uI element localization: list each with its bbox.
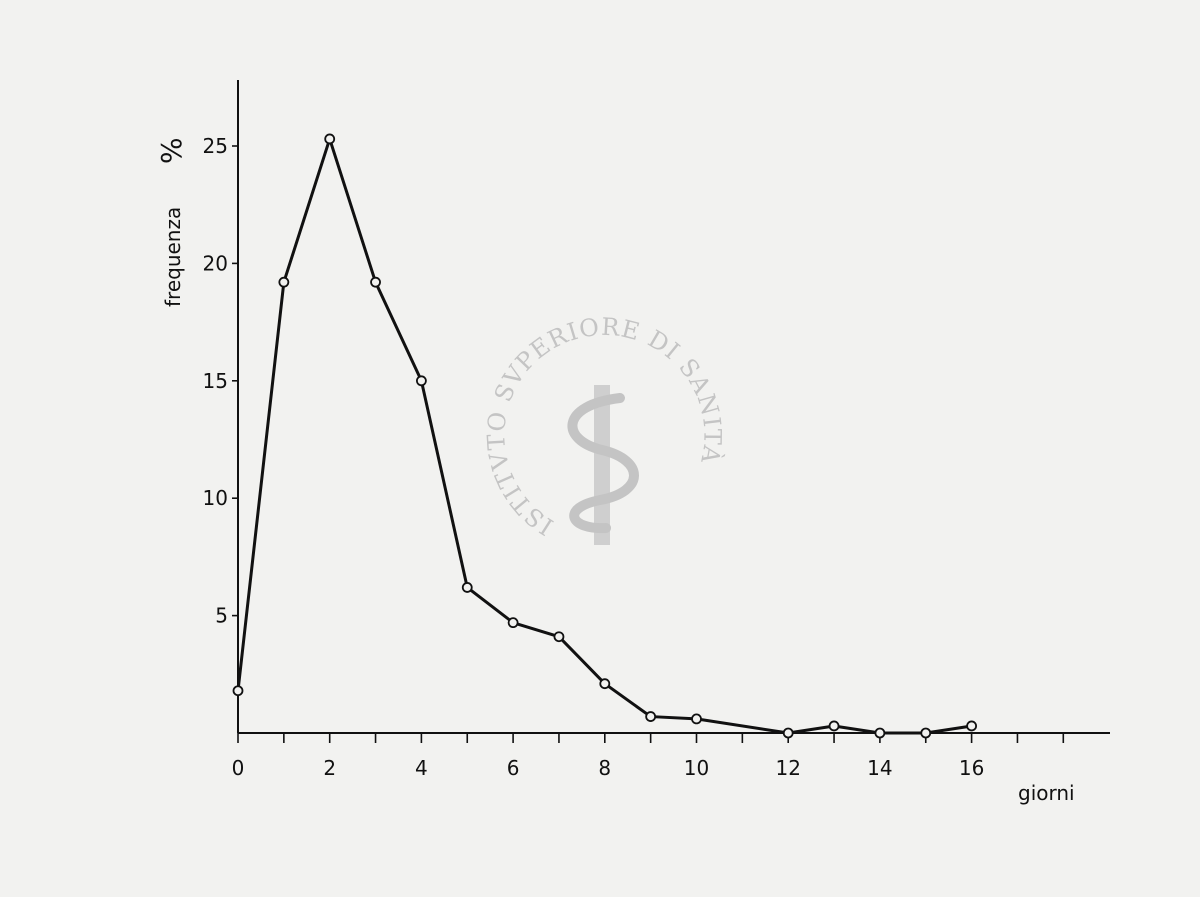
data-point [370,276,381,288]
y-axis-title: frequenza [161,207,185,307]
x-tick-label: 12 [775,756,800,780]
data-point [278,276,290,288]
data-point [507,617,519,629]
x-tick-label: 6 [507,756,520,780]
x-tick-label: 2 [323,756,336,780]
x-axis-title: giorni [1018,781,1075,805]
y-tick-label: 5 [215,604,228,628]
x-tick-label: 4 [415,756,428,780]
data-point [966,720,977,732]
data-point [874,727,886,739]
series-group [232,133,977,739]
data-point [461,582,473,593]
y-tick-label: 10 [203,486,228,510]
x-tick-label: 16 [959,756,984,780]
y-tick-label: 15 [203,369,228,393]
watermark-seal: ISTITVTO SVPERIORE DI SANITÀ [482,313,726,545]
y-tick-label: 20 [203,251,228,275]
data-point [691,713,702,725]
staff-with-serpent-icon [567,385,639,545]
x-tick-label: 8 [598,756,611,780]
x-tick-label: 0 [232,756,245,780]
data-point [324,133,336,145]
y-ticks: 5 10 15 20 25 [203,134,238,628]
y-tick-label: 25 [203,134,228,158]
data-point [782,727,794,739]
data-point [828,720,840,732]
series-line [236,137,972,735]
y-axis-unit: % [155,137,188,164]
data-point [920,727,932,739]
data-point [232,685,244,697]
data-point [645,711,657,722]
x-tick-label: 14 [867,756,892,780]
x-tick-label: 10 [684,756,709,780]
data-point [415,375,427,387]
x-ticks: 0 2 4 6 8 10 12 14 16 [232,733,1065,780]
data-point [553,631,565,643]
axes [237,80,1110,734]
data-point [599,678,611,690]
